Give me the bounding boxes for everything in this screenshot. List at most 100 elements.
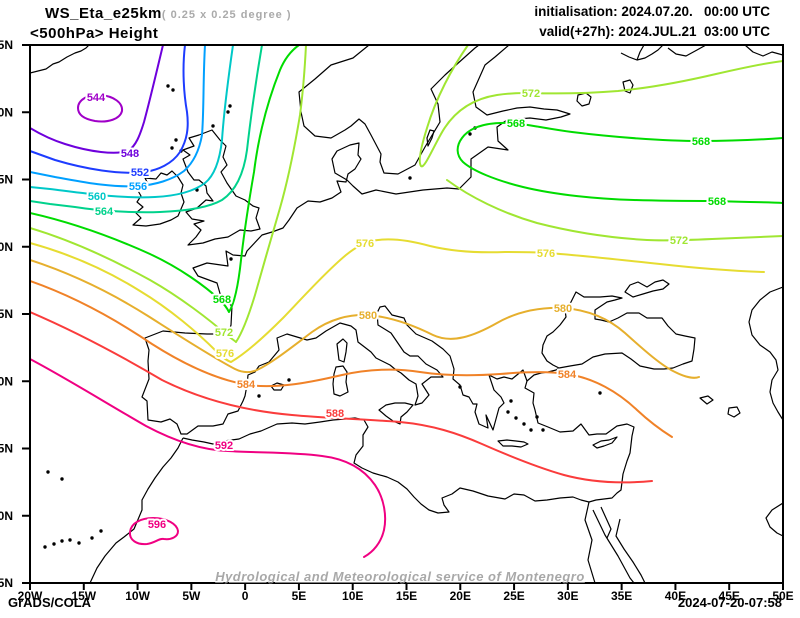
contour-line-568 [456,121,783,204]
lon-tick-label: 25E [503,589,524,603]
contour-label-584: 584 [558,369,577,381]
island-dot [228,104,232,108]
coastline-path [497,439,529,448]
creation-timestamp: 2024-07-20-07:58 [677,595,782,610]
contour-line-564 [30,45,263,214]
coastline-path [592,509,635,583]
lon-tick-label: 5E [292,589,307,603]
lat-tick-label: 55N [0,173,13,187]
contour-line-572 [418,45,783,168]
contour-line-548 [30,45,164,154]
contour-line-572 [30,45,307,343]
island-dot [166,84,170,88]
coastline-path [765,502,783,537]
lon-tick-label: 10E [342,589,363,603]
lat-tick-label: 45N [0,307,13,321]
contour-line-596 [128,517,179,546]
island-dot [229,257,233,261]
island-dot [226,110,230,114]
lat-tick-label: 60N [0,105,13,119]
contour-label-580: 580 [359,310,377,322]
valid-line: valid(+27h): 2024.JUL.21 03:00 UTC [539,24,770,39]
contour-line-544 [77,93,124,123]
level-title: <500hPa> Height [30,25,159,42]
island-dot [522,422,526,426]
model-resolution: ( 0.25 x 0.25 degree ) [161,9,292,21]
island-dot [211,124,215,128]
coastline-path [89,437,184,583]
contour-line-588 [30,311,653,484]
contour-line-560 [30,45,234,199]
watermark: Hydrological and Meteorological service … [215,569,585,584]
coastline-path [600,506,612,539]
island-dot [99,529,103,533]
contour-label-568: 568 [708,196,726,208]
island-dot [170,146,174,150]
lat-tick-label: 50N [0,240,13,254]
island-dot [174,138,178,142]
grads-credit: GrADS/COLA [8,595,92,610]
coastline-path [141,45,571,435]
contour-label-580: 580 [554,303,572,315]
lon-tick-label: 10W [125,589,150,603]
island-dot [60,477,64,481]
contour-label-548: 548 [121,148,139,160]
island-dot [60,539,64,543]
contour-label-568: 568 [213,294,231,306]
contour-label-568: 568 [692,136,710,148]
island-dot [90,536,94,540]
lon-tick-label: 15W [71,589,96,603]
island-dot [68,538,72,542]
contour-label-560: 560 [88,191,106,203]
contour-label-568: 568 [507,118,525,130]
coastline-path [584,501,596,583]
model-name: WS_Eta_e25km [45,5,162,22]
contour-line-580 [30,259,700,379]
coastline-path [426,129,435,147]
island-dot [514,416,518,420]
contour-label-564: 564 [95,206,114,218]
lon-tick-label: 20W [18,589,43,603]
coastline-path [30,45,90,74]
island-dot [257,394,261,398]
lat-tick-label: 30N [0,509,13,523]
island-dot [287,378,291,382]
island-dot [541,428,545,432]
coastline-path [748,286,783,421]
lon-tick-label: 5W [182,589,201,603]
coastline-path [332,365,349,397]
lat-tick-label: 35N [0,442,13,456]
contour-label-572: 572 [215,327,233,339]
island-dot [535,415,539,419]
lat-tick-label: 40N [0,374,13,388]
island-dot [506,410,510,414]
coastline-path [699,395,714,405]
contour-label-572: 572 [670,235,688,247]
contour-line-568 [30,45,300,313]
contour-label-576: 576 [216,348,234,360]
island-dot [52,542,56,546]
contour-label-584: 584 [237,379,256,391]
lon-tick-label: 30E [557,589,578,603]
lat-tick-label: 65N [0,38,13,52]
island-dot [46,470,50,474]
coastline-path [624,279,670,298]
coastline-path [132,170,185,227]
island-dot [598,391,602,395]
contour-label-576: 576 [537,248,555,260]
contour-line-592 [30,358,387,558]
lon-tick-label: 50E [772,589,793,603]
island-dot [529,428,533,432]
contour-line-576 [30,238,765,363]
initialisation-line: initialisation: 2024.07.20. 00:00 UTC [534,4,770,19]
lon-tick-label: 40E [665,589,686,603]
contour-label-588: 588 [326,408,344,420]
map-content-group [30,45,783,583]
coastline-path [541,291,696,370]
contour-label-544: 544 [87,92,106,104]
coastline-path [378,402,414,425]
contour-line-552 [30,45,189,174]
coastline-path [336,338,348,363]
lon-tick-label: 35E [611,589,632,603]
